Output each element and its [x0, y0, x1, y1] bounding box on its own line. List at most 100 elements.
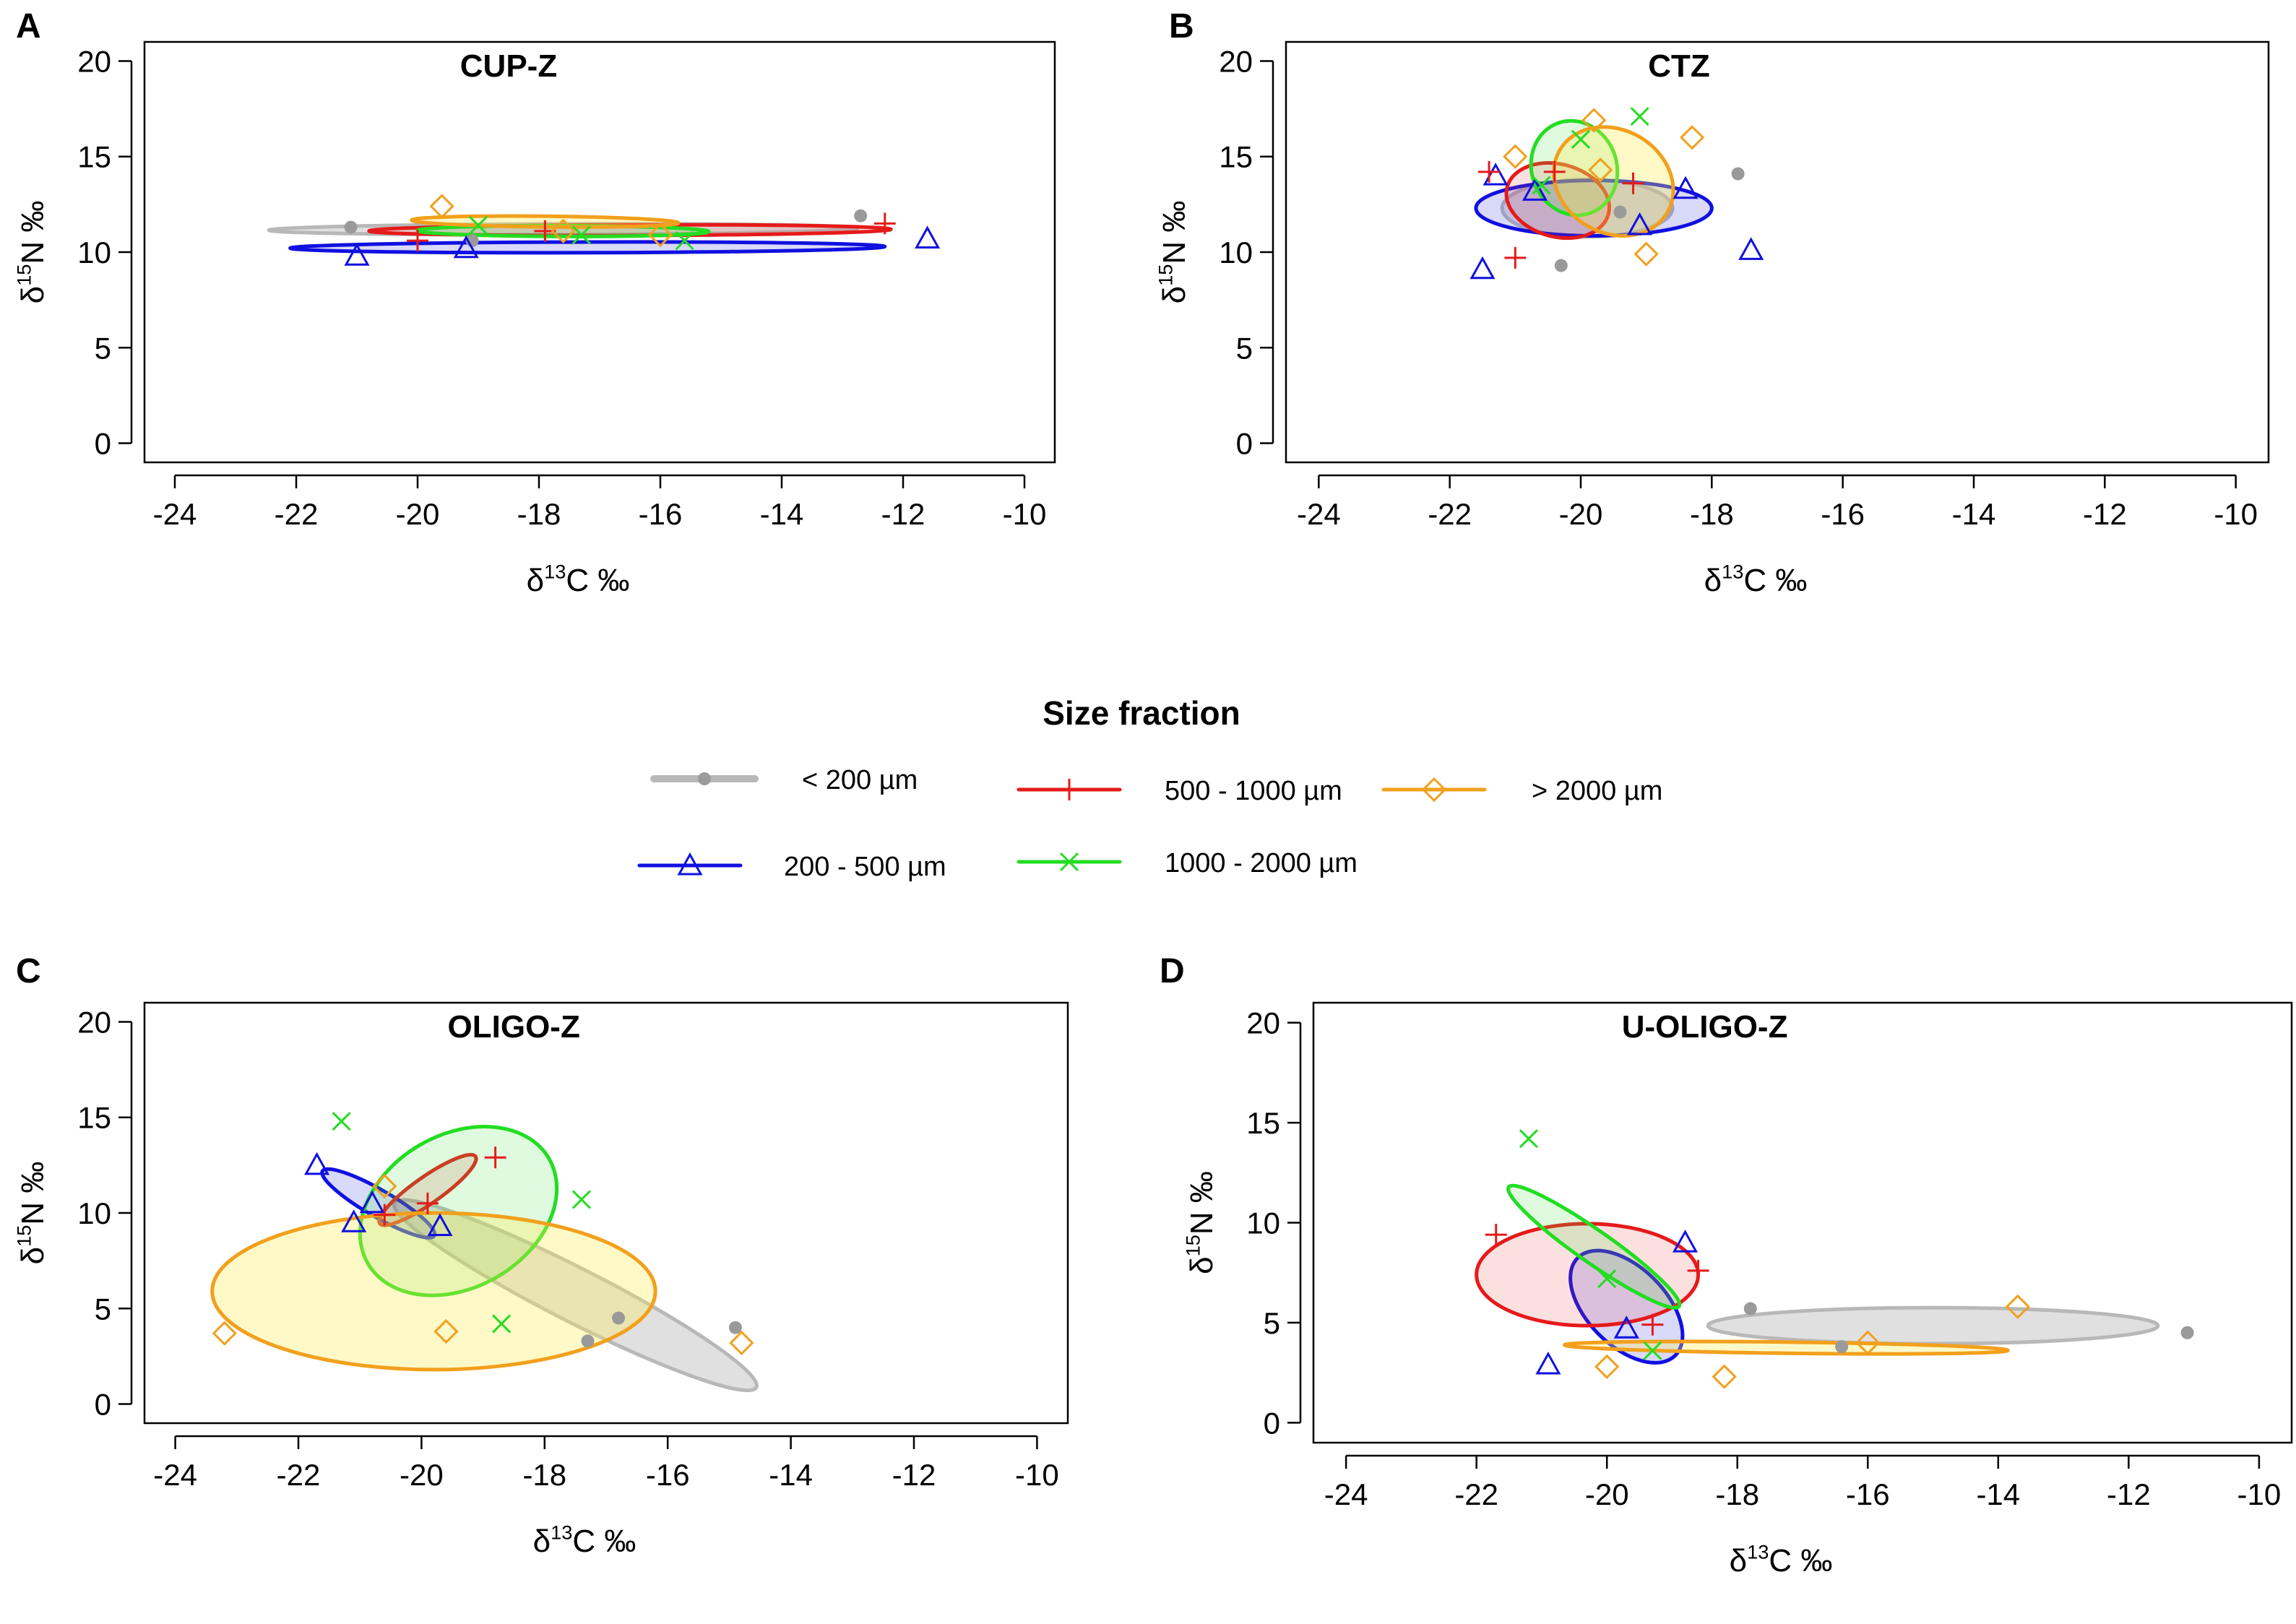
x-tick-label: -10 — [2237, 1477, 2282, 1511]
legend-label-s1000_2000: 1000 - 2000 µm — [1165, 848, 1358, 878]
point-gt2000 — [212, 1321, 237, 1346]
y-tick-label: 10 — [1219, 236, 1253, 269]
plot-frame — [143, 40, 1056, 464]
point-s200_500 — [1627, 212, 1653, 236]
x-tick-label: -20 — [400, 1458, 444, 1492]
point-s500_1000 — [1504, 246, 1527, 269]
point-lt200 — [854, 209, 868, 223]
legend-marker-lt200 — [698, 772, 711, 785]
panel-b: B CTZ 0 5 10 15 20 -24 -22 -20 -18 -16 -14 -12 -10 δ13C… — [1154, 7, 2270, 598]
x-tick-label: -22 — [1428, 497, 1472, 531]
x-tick-label: -10 — [1015, 1458, 1059, 1492]
panel-title: U-OLIGO-Z — [1622, 1009, 1788, 1045]
point-lt200 — [2180, 1326, 2194, 1339]
x-tick-label: -24 — [1297, 497, 1341, 531]
legend-label-s200_500: 200 - 500 µm — [784, 852, 946, 882]
point-gt2000 — [1633, 241, 1659, 267]
point-s200_500 — [1738, 237, 1764, 260]
y-tick-label: 5 — [95, 331, 111, 365]
point-lt200 — [1835, 1340, 1849, 1354]
legend-title: Size fraction — [1043, 694, 1240, 732]
point-s1000_2000 — [1597, 1269, 1617, 1289]
point-gt2000 — [1588, 157, 1613, 183]
sea-ellipse-lt200 — [1706, 1305, 2160, 1346]
legend-marker-gt2000 — [1421, 777, 1447, 803]
x-tick-label: -24 — [153, 497, 197, 531]
x-axis-label: δ13C ‰ — [533, 1521, 636, 1559]
point-s1000_2000 — [1643, 1341, 1662, 1360]
point-s500_1000 — [1478, 160, 1501, 183]
x-tick-label: -18 — [1690, 497, 1734, 531]
point-s500_1000 — [1641, 1313, 1664, 1336]
point-s200_500 — [1672, 1230, 1699, 1253]
x-tick-label: -22 — [277, 1458, 321, 1492]
plot-frame — [1312, 1001, 2293, 1444]
x-tick-label: -20 — [1559, 497, 1603, 531]
panel-d: D U-OLIGO-Z 0 5 10 15 20 -24 -22 -20 -18 -16 -14 -12 -… — [1160, 952, 2293, 1578]
x-axis-label: δ13C ‰ — [527, 560, 630, 598]
point-gt2000 — [433, 1318, 459, 1344]
x-tick-label: -10 — [1003, 497, 1047, 531]
point-s500_1000 — [1687, 1259, 1709, 1282]
x-tick-label: -24 — [1324, 1477, 1368, 1511]
y-tick-label: 15 — [77, 140, 111, 174]
y-tick-label: 0 — [95, 427, 111, 461]
y-tick-label: 15 — [1246, 1106, 1280, 1140]
x-tick-label: -14 — [1952, 497, 1996, 531]
x-tick-label: -14 — [769, 1458, 813, 1492]
y-tick-label: 0 — [1236, 427, 1253, 461]
point-s500_1000 — [1622, 172, 1644, 194]
point-lt200 — [1743, 1302, 1757, 1316]
point-gt2000 — [1855, 1330, 1881, 1355]
panel-letter: B — [1169, 7, 1194, 46]
point-lt200 — [1731, 167, 1745, 181]
point-s1000_2000 — [1519, 1129, 1538, 1149]
panel-letter: C — [16, 952, 41, 990]
point-gt2000 — [372, 1173, 397, 1199]
x-tick-label: -22 — [1454, 1477, 1498, 1511]
point-s1000_2000 — [571, 1190, 591, 1209]
point-s200_500 — [1469, 256, 1496, 280]
point-gt2000 — [1594, 1354, 1620, 1379]
panel-letter: D — [1160, 952, 1185, 990]
y-tick-label: 10 — [77, 1196, 111, 1230]
y-tick-label: 0 — [95, 1388, 111, 1422]
y-axis-label: δ15N ‰ — [12, 1162, 51, 1265]
y-tick-label: 20 — [1219, 44, 1253, 78]
legend-marker-s1000_2000 — [1059, 852, 1079, 872]
legend: Size fraction < 200 µm 200 - 500 µm 500 - … — [637, 694, 1662, 882]
x-tick-label: -12 — [2107, 1477, 2151, 1511]
sea-ellipse-gt2000 — [1552, 125, 1675, 238]
plot-frame — [1285, 40, 2270, 464]
x-tick-label: -24 — [153, 1458, 197, 1492]
point-gt2000 — [2005, 1294, 2031, 1319]
sea-ellipse-gt2000 — [1563, 1339, 2010, 1356]
point-s200_500 — [359, 1190, 385, 1214]
legend-label-lt200: < 200 µm — [802, 765, 918, 795]
legend-label-gt2000: > 2000 µm — [1532, 776, 1662, 806]
x-tick-label: -18 — [517, 497, 561, 531]
point-lt200 — [728, 1321, 742, 1334]
point-s200_500 — [304, 1152, 330, 1175]
legend-label-s500_1000: 500 - 1000 µm — [1165, 776, 1342, 806]
x-tick-label: -12 — [892, 1458, 936, 1492]
y-axis-label: δ15N ‰ — [1154, 201, 1192, 304]
sea-ellipse-s1000_2000 — [358, 1125, 559, 1297]
point-lt200 — [1554, 259, 1568, 272]
point-gt2000 — [1712, 1364, 1737, 1389]
point-s200_500 — [915, 225, 941, 249]
point-gt2000 — [1680, 125, 1705, 150]
y-axis-label: δ15N ‰ — [1181, 1171, 1220, 1274]
x-tick-label: -16 — [639, 497, 683, 531]
point-s1000_2000 — [571, 225, 591, 245]
point-s200_500 — [1483, 163, 1509, 186]
sea-ellipse-lt200 — [392, 1198, 759, 1393]
point-s500_1000 — [1543, 160, 1566, 183]
point-gt2000 — [551, 218, 576, 244]
point-s1000_2000 — [1532, 176, 1551, 195]
y-tick-label: 5 — [1264, 1306, 1280, 1340]
panel-title: OLIGO-Z — [448, 1009, 580, 1045]
legend-marker-s500_1000 — [1058, 779, 1080, 800]
sea-ellipse-s1000_2000 — [1506, 1183, 1682, 1310]
